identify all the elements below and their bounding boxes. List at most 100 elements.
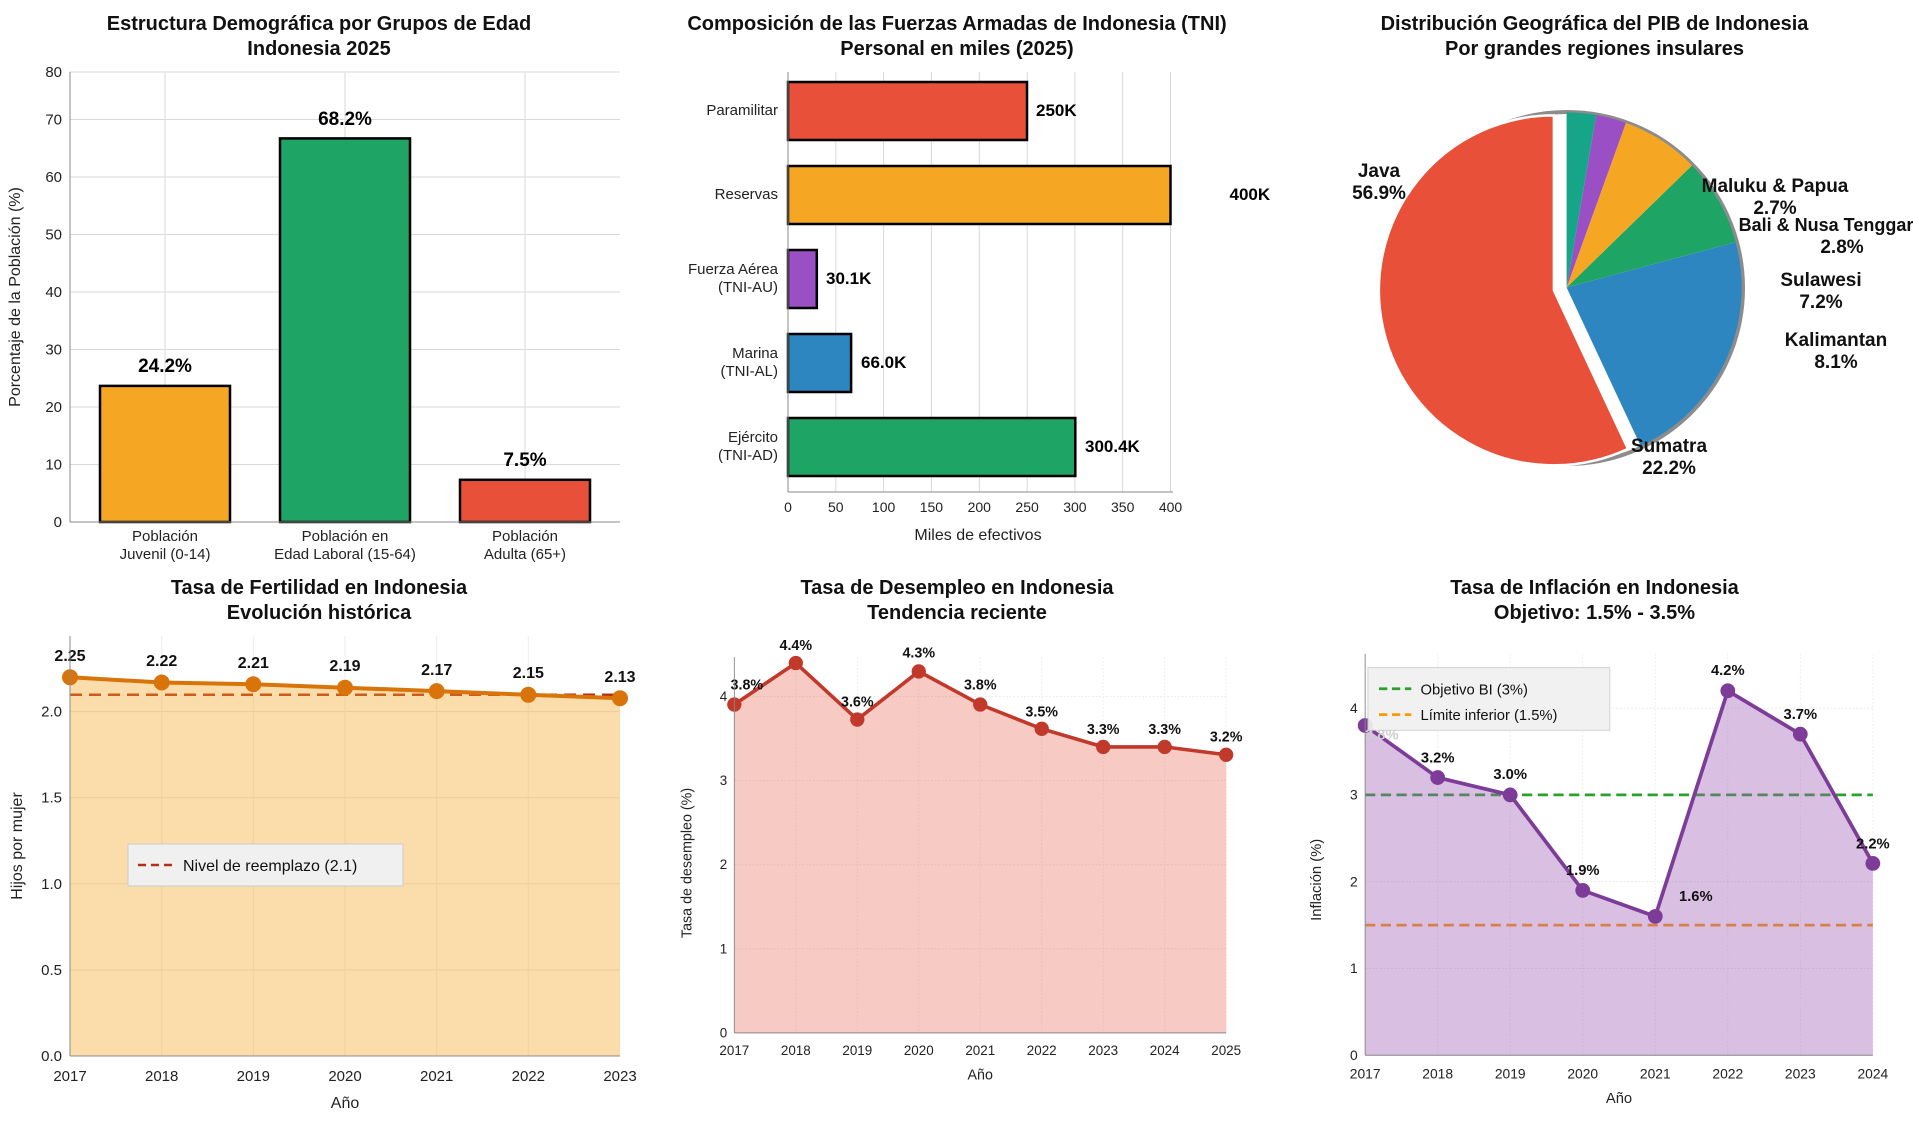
svg-text:50: 50 — [828, 499, 844, 515]
svg-text:3.8%: 3.8% — [964, 677, 997, 693]
svg-text:2017: 2017 — [1350, 1065, 1381, 1081]
svg-text:2017: 2017 — [719, 1043, 749, 1058]
svg-text:2: 2 — [720, 857, 727, 872]
svg-text:Maluku & Papua: Maluku & Papua — [1702, 176, 1849, 197]
svg-text:3.3%: 3.3% — [1087, 722, 1120, 738]
svg-text:400K: 400K — [1230, 185, 1271, 204]
svg-text:2.22: 2.22 — [146, 653, 177, 670]
svg-text:200: 200 — [968, 499, 992, 515]
svg-text:150: 150 — [920, 499, 944, 515]
svg-text:250: 250 — [1015, 499, 1039, 515]
svg-text:2019: 2019 — [842, 1043, 872, 1058]
svg-text:2.15: 2.15 — [513, 665, 544, 682]
svg-text:10: 10 — [45, 457, 62, 474]
svg-text:1.0: 1.0 — [41, 876, 62, 893]
svg-text:300: 300 — [1063, 499, 1087, 515]
svg-text:8.1%: 8.1% — [1814, 352, 1857, 373]
svg-text:3.0%: 3.0% — [1493, 767, 1527, 783]
svg-text:Nivel de reemplazo (2.1): Nivel de reemplazo (2.1) — [183, 858, 357, 875]
svg-text:2024: 2024 — [1150, 1043, 1180, 1058]
svg-text:Miles de efectivos: Miles de efectivos — [914, 527, 1041, 544]
svg-text:7.5%: 7.5% — [503, 450, 546, 471]
svg-text:0: 0 — [720, 1025, 727, 1040]
svg-text:7.2%: 7.2% — [1799, 292, 1842, 313]
svg-text:2025: 2025 — [1211, 1043, 1241, 1058]
svg-text:70: 70 — [45, 112, 62, 129]
svg-text:Sumatra: Sumatra — [1631, 436, 1707, 457]
svg-text:4.2%: 4.2% — [1711, 663, 1745, 679]
svg-text:68.2%: 68.2% — [318, 109, 372, 130]
svg-text:3: 3 — [720, 773, 727, 788]
svg-text:2021: 2021 — [420, 1068, 453, 1085]
svg-text:2018: 2018 — [1422, 1065, 1453, 1081]
svg-text:80: 80 — [45, 64, 62, 81]
svg-text:3.3%: 3.3% — [1148, 722, 1181, 738]
svg-text:2022: 2022 — [512, 1068, 545, 1085]
svg-text:50: 50 — [45, 227, 62, 244]
svg-text:3.2%: 3.2% — [1210, 729, 1243, 745]
svg-text:Población: Población — [132, 528, 198, 545]
svg-text:2018: 2018 — [781, 1043, 811, 1058]
svg-text:Kalimantan: Kalimantan — [1785, 330, 1887, 351]
svg-text:3.8%: 3.8% — [731, 677, 764, 693]
svg-text:20: 20 — [45, 399, 62, 416]
svg-text:2021: 2021 — [1640, 1065, 1671, 1081]
svg-text:2020: 2020 — [1567, 1065, 1598, 1081]
svg-text:Paramilitar: Paramilitar — [706, 102, 778, 119]
svg-text:350: 350 — [1111, 499, 1135, 515]
svg-text:2023: 2023 — [603, 1068, 636, 1085]
svg-text:1.6%: 1.6% — [1679, 889, 1713, 905]
svg-text:2.19: 2.19 — [329, 658, 360, 675]
svg-text:2.2%: 2.2% — [1856, 836, 1890, 852]
svg-text:Edad Laboral (15-64): Edad Laboral (15-64) — [274, 546, 416, 562]
svg-text:56.9%: 56.9% — [1352, 183, 1406, 204]
svg-text:2024: 2024 — [1857, 1065, 1888, 1081]
svg-text:2020: 2020 — [904, 1043, 934, 1058]
svg-text:Año: Año — [1606, 1091, 1632, 1106]
svg-text:3.7%: 3.7% — [1784, 707, 1818, 723]
svg-text:2023: 2023 — [1088, 1043, 1118, 1058]
svg-text:3: 3 — [1350, 787, 1358, 803]
svg-text:3.2%: 3.2% — [1421, 751, 1455, 767]
svg-text:2017: 2017 — [53, 1068, 86, 1085]
svg-text:2: 2 — [1350, 873, 1358, 889]
svg-text:Objetivo BI (3%): Objetivo BI (3%) — [1421, 682, 1528, 698]
svg-text:2023: 2023 — [1785, 1065, 1816, 1081]
svg-text:22.2%: 22.2% — [1642, 458, 1696, 479]
svg-text:24.2%: 24.2% — [138, 356, 192, 377]
svg-text:2021: 2021 — [965, 1043, 995, 1058]
svg-text:2019: 2019 — [1495, 1065, 1526, 1081]
svg-text:60: 60 — [45, 169, 62, 186]
svg-text:(TNI-AD): (TNI-AD) — [718, 447, 778, 464]
svg-text:1: 1 — [1350, 960, 1358, 976]
svg-text:4: 4 — [1350, 700, 1358, 716]
svg-text:2.0: 2.0 — [41, 704, 62, 721]
svg-text:30.1K: 30.1K — [826, 269, 872, 288]
svg-text:Año: Año — [968, 1067, 993, 1083]
svg-text:Límite inferior (1.5%): Límite inferior (1.5%) — [1421, 708, 1558, 724]
svg-text:Porcentaje de la Población (%): Porcentaje de la Población (%) — [7, 187, 24, 407]
svg-text:66.0K: 66.0K — [861, 353, 907, 372]
svg-text:Reservas: Reservas — [715, 186, 778, 203]
svg-text:2020: 2020 — [328, 1068, 361, 1085]
svg-text:3.6%: 3.6% — [841, 694, 874, 710]
svg-text:4.4%: 4.4% — [780, 638, 813, 654]
svg-text:2018: 2018 — [145, 1068, 178, 1085]
svg-text:300.4K: 300.4K — [1085, 437, 1141, 456]
svg-text:Sulawesi: Sulawesi — [1780, 270, 1861, 291]
svg-text:2.21: 2.21 — [238, 655, 269, 672]
svg-text:0: 0 — [54, 514, 62, 531]
svg-text:0: 0 — [784, 499, 792, 515]
svg-text:2022: 2022 — [1712, 1065, 1743, 1081]
svg-text:Marina: Marina — [732, 345, 779, 362]
svg-text:Población: Población — [492, 528, 558, 545]
svg-text:Hijos por mujer: Hijos por mujer — [9, 792, 26, 900]
svg-text:100: 100 — [872, 499, 896, 515]
svg-text:(TNI-AU): (TNI-AU) — [718, 279, 778, 296]
svg-text:2.13: 2.13 — [604, 669, 635, 686]
svg-text:3.5%: 3.5% — [1025, 704, 1058, 720]
svg-text:Ejército: Ejército — [728, 429, 778, 446]
svg-text:Adulta (65+): Adulta (65+) — [484, 546, 566, 562]
svg-text:400: 400 — [1159, 499, 1183, 515]
svg-text:250K: 250K — [1036, 101, 1077, 120]
